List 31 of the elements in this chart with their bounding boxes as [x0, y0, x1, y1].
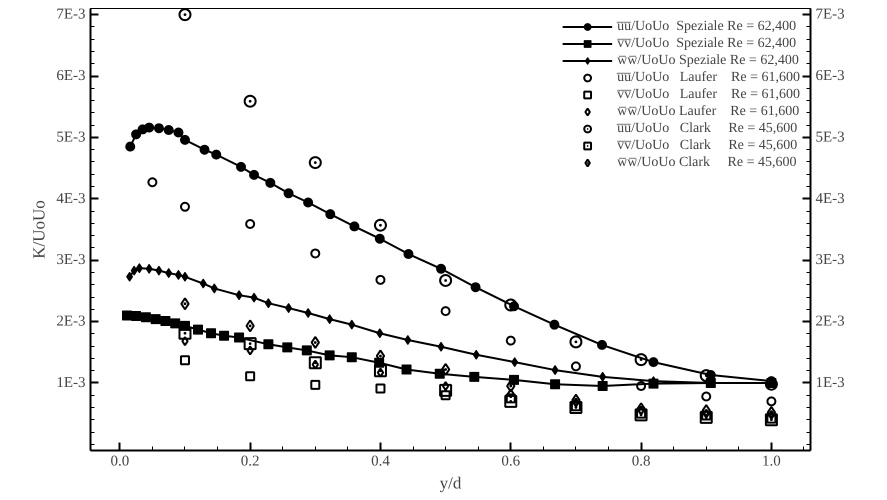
x-tick-label: 0.4	[371, 454, 390, 470]
x-tick-label: 0.6	[501, 454, 521, 470]
y-tick-label: 4E-3	[56, 190, 86, 207]
y-tick-label: 1E-3	[56, 374, 86, 391]
y-tick-label: 2E-3	[56, 314, 86, 330]
legend-label: w̅w̅/UoUo Speziale Re = 62,400	[617, 52, 799, 69]
y2-tick-label: 6E-3	[816, 68, 845, 84]
y2-tick-label: 1E-3	[816, 374, 845, 391]
x-tick-label: 0.8	[632, 454, 650, 470]
x-tick-label: 0.0	[110, 454, 130, 470]
legend-label: u̅u̅/UoUo Laufer Re = 61,600	[617, 69, 800, 86]
legend-label: u̅u̅/UoUo Speziale Re = 62,400	[617, 18, 796, 35]
legend-label: w̅w̅/UoUo Laufer Re = 61,600	[617, 103, 800, 120]
y2-tick-label: 7E-3	[816, 6, 845, 23]
legend-label: v̅v̅/UoUo Speziale Re = 62,400	[617, 35, 796, 52]
y-tick-label: 5E-3	[56, 129, 86, 146]
y2-tick-label: 3E-3	[816, 252, 845, 268]
x-tick-label: 0.2	[240, 454, 260, 470]
y2-tick-label: 2E-3	[816, 314, 845, 330]
legend-label: u̅u̅/UoUo Clark Re = 45,600	[617, 120, 798, 137]
y-tick-label: 3E-3	[56, 252, 86, 268]
legend-label: v̅v̅/UoUo Laufer Re = 61,600	[617, 86, 800, 103]
y-tick-label: 7E-3	[56, 6, 86, 23]
y2-tick-label: 4E-3	[816, 190, 845, 207]
x-axis-title: y/d	[440, 474, 462, 492]
y2-tick-label: 5E-3	[816, 129, 845, 146]
y-axis-title: K/UoUo	[29, 200, 48, 259]
legend-label: w̅w̅/UoUo Clark Re = 45,600	[617, 154, 797, 171]
legend-label: v̅v̅/UoUo Clark Re = 45,600	[617, 137, 798, 154]
x-tick-label: 1.0	[762, 454, 781, 470]
y-tick-label: 6E-3	[56, 68, 86, 84]
